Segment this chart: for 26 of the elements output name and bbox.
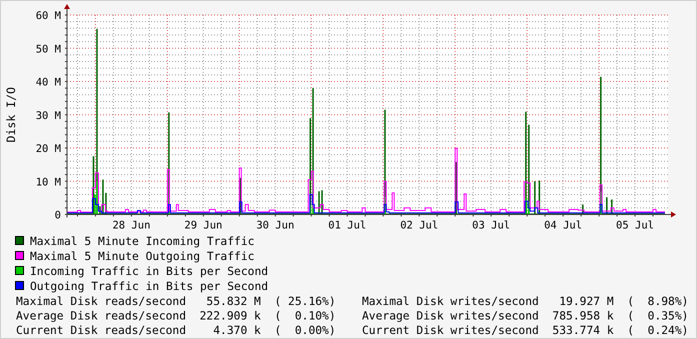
text: Current Disk writes/second 533.774 k ( 0.24%)	[362, 324, 688, 337]
x-tick-label: 04 Jul	[544, 220, 582, 232]
text: Current Disk reads/second 4.370 k ( 0.00%)	[16, 324, 336, 337]
legend-label: Incoming Traffic in Bits per Second	[30, 265, 268, 278]
x-tick-label: 30 Jun	[256, 220, 294, 232]
x-tick-label: 05 Jul	[616, 220, 654, 232]
x-tick-label: 02 Jul	[400, 220, 438, 232]
x-tick-label: 01 Jul	[328, 220, 366, 232]
legend-label: Outgoing Traffic in Bits per Second	[30, 280, 268, 293]
y-tick-label: 0	[54, 210, 61, 222]
text: Average Disk writes/second 785.958 k ( 0.35%)	[362, 310, 688, 322]
x-tick-label: 03 Jul	[472, 220, 510, 232]
y-tick-label: 50 M	[36, 43, 61, 56]
y-tick-label: 10 M	[36, 176, 61, 188]
y-tick-label: 30 M	[36, 110, 61, 122]
x-tick-label: 28 Jun	[112, 220, 150, 232]
y-tick-label: 20 M	[36, 143, 61, 155]
text: Maximal Disk reads/second 55.832 M ( 25.16%)	[16, 295, 336, 308]
text: Maximal Disk writes/second 19.927 M ( 8.98%)	[362, 295, 688, 308]
y-tick-label: 40 M	[36, 76, 61, 88]
y-tick-label: 60 M	[36, 10, 61, 22]
legend-label: Maximal 5 Minute Incoming Traffic	[30, 235, 254, 248]
x-tick-label: 29 Jun	[184, 220, 222, 232]
legend-label: Maximal 5 Minute Outgoing Traffic	[30, 250, 254, 263]
text: Average Disk reads/second 222.909 k ( 0.10%)	[16, 310, 336, 322]
y-axis-title: Disk I/O	[4, 86, 18, 142]
